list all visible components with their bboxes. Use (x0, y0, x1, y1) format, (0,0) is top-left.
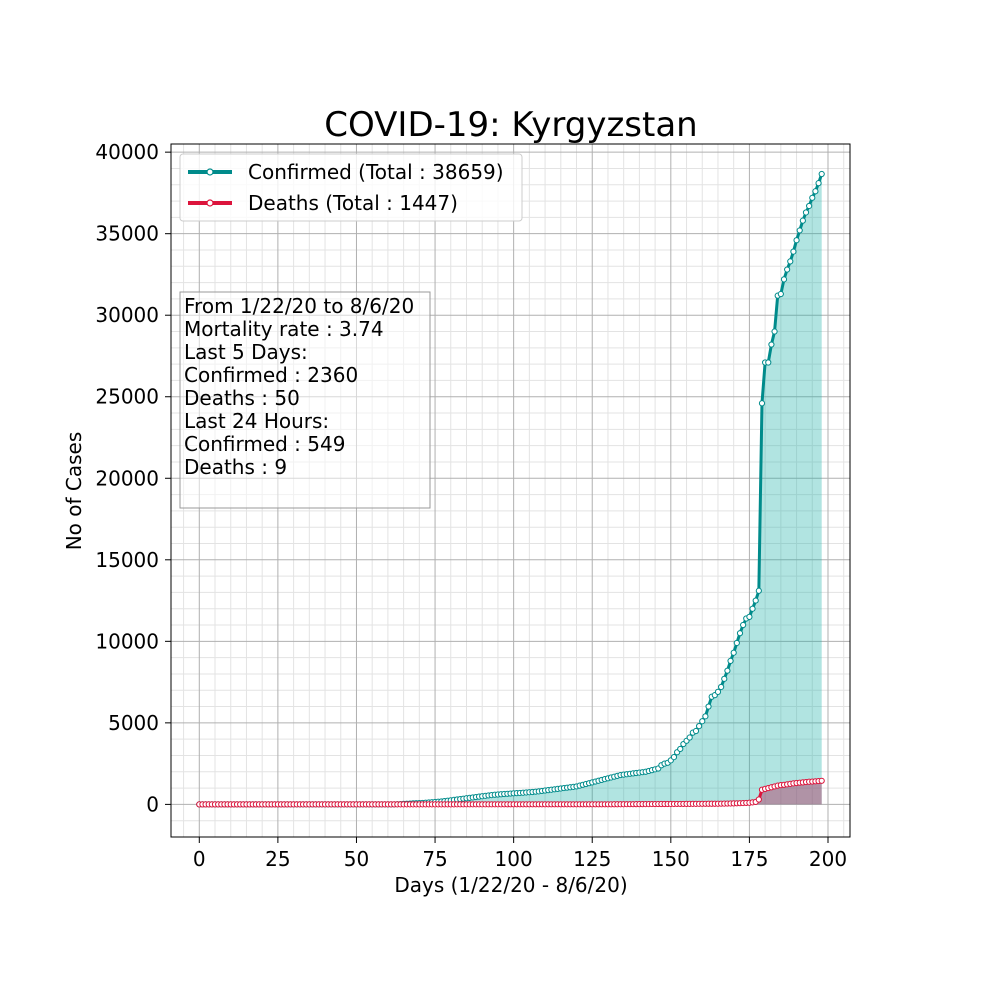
plot-frame (170, 143, 851, 838)
y-tick-label: 35000 (95, 222, 159, 246)
confirmed-point (815, 180, 822, 187)
confirmed-point (677, 745, 684, 753)
x-axis-ticks: 0 25 50 75 100 125 150 175 200 (193, 837, 847, 871)
confirmed-point (686, 734, 693, 741)
confirmed-area (199, 174, 822, 805)
confirmed-point (784, 266, 791, 273)
confirmed-point (699, 718, 706, 725)
x-tick-label: 50 (344, 847, 369, 871)
info-box: From 1/22/20 to 8/6/20 Mortality rate : … (179, 291, 431, 509)
x-axis-label: Days (1/22/20 - 8/6/20) (394, 873, 627, 897)
legend-box (179, 153, 523, 222)
legend-deaths-marker (206, 199, 214, 207)
x-tick-label: 175 (730, 847, 768, 871)
x-tick-label: 0 (193, 847, 206, 871)
confirmed-point (796, 227, 803, 234)
info-line: Last 5 Days: (184, 340, 308, 364)
deaths-point (818, 777, 825, 784)
confirmed-point (714, 688, 722, 695)
y-tick-label: 30000 (95, 303, 159, 327)
confirmed-point (746, 613, 753, 620)
confirmed-point (818, 170, 825, 178)
legend-confirmed-label: Confirmed (Total : 38659) (248, 160, 504, 184)
y-axis-ticks: 0 5000 10000 15000 20000 25000 30000 35000 40000 (95, 140, 171, 816)
confirmed-point (696, 723, 703, 730)
confirmed-point (733, 639, 740, 647)
y-tick-label: 20000 (95, 466, 159, 490)
confirmed-point (771, 328, 778, 335)
y-tick-label: 0 (146, 792, 159, 816)
confirmed-point (809, 194, 816, 201)
confirmed-point (752, 597, 759, 604)
info-line: Deaths : 50 (184, 386, 300, 410)
confirmed-point (749, 605, 756, 612)
confirmed-point (802, 209, 810, 216)
x-tick-label: 25 (265, 847, 290, 871)
info-line: Confirmed : 2360 (184, 363, 358, 387)
series-markers (196, 170, 825, 808)
confirmed-point (724, 667, 731, 674)
y-tick-label: 40000 (95, 140, 159, 164)
confirmed-point (812, 188, 819, 195)
confirmed-point (799, 217, 806, 224)
deaths-point (755, 796, 762, 803)
x-tick-label: 150 (652, 847, 690, 871)
confirmed-point (705, 703, 712, 710)
confirmed-point (692, 727, 700, 735)
confirmed-point (727, 657, 734, 664)
confirmed-point (787, 258, 794, 265)
confirmed-point (721, 675, 728, 682)
y-tick-label: 25000 (95, 385, 159, 409)
legend: Confirmed (Total : 38659) Deaths (Total … (179, 153, 523, 222)
y-tick-label: 5000 (108, 711, 159, 735)
confirmed-point (736, 630, 744, 637)
confirmed-point (768, 341, 775, 348)
y-tick-label: 10000 (95, 629, 159, 653)
info-box-frame (179, 291, 431, 509)
legend-confirmed-marker (206, 168, 214, 176)
confirmed-point (755, 587, 762, 594)
info-line: Last 24 Hours: (184, 409, 329, 433)
confirmed-point (780, 276, 788, 283)
x-tick-label: 200 (809, 847, 847, 871)
chart-title: COVID-19: Kyrgyzstan (324, 105, 697, 145)
confirmed-point (740, 621, 747, 629)
confirmed-point (702, 713, 709, 720)
confirmed-point (758, 400, 766, 407)
info-line: Mortality rate : 3.74 (184, 317, 384, 341)
confirmed-point (793, 237, 800, 244)
confirmed-point (777, 290, 784, 298)
confirmed-point (718, 683, 725, 691)
info-line: From 1/22/20 to 8/6/20 (184, 294, 414, 318)
confirmed-point (765, 359, 772, 366)
info-line: Deaths : 9 (184, 455, 287, 479)
y-axis-label: No of Cases (62, 432, 86, 551)
confirmed-point (790, 248, 797, 255)
x-tick-label: 125 (573, 847, 611, 871)
info-line: Confirmed : 549 (184, 432, 345, 456)
legend-deaths-label: Deaths (Total : 1447) (248, 191, 458, 215)
confirmed-point (806, 202, 813, 210)
confirmed-point (730, 649, 737, 656)
x-tick-label: 75 (422, 847, 447, 871)
x-tick-label: 100 (495, 847, 533, 871)
y-tick-label: 15000 (95, 548, 159, 572)
confirmed-point (670, 754, 678, 761)
